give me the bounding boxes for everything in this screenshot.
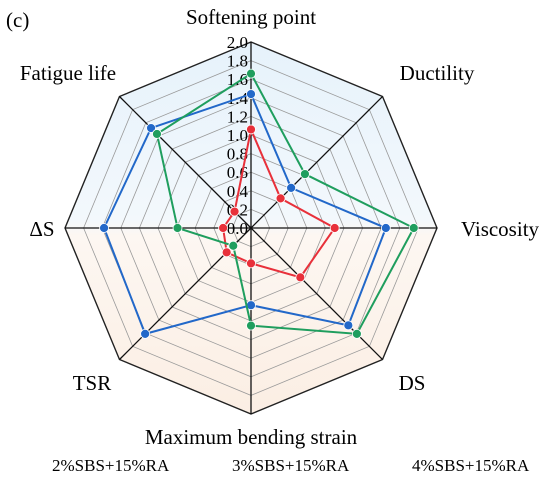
panel-label: (c)	[6, 8, 29, 32]
tick-label: 1.2	[227, 107, 248, 126]
axis-label-viscosity: Viscosity	[461, 217, 540, 241]
data-point-1-softening-point	[246, 124, 256, 135]
tick-label: 1.0	[227, 126, 248, 145]
data-point-1-viscosity	[329, 223, 340, 233]
tick-label: 2.0	[227, 33, 248, 52]
axis-label-s: ΔS	[29, 217, 54, 241]
tick-label: 0.6	[227, 163, 248, 182]
data-point-3-tsr	[228, 240, 239, 251]
axis-label-maximum-bending-strain: Maximum bending strain	[145, 425, 358, 449]
data-point-3-s	[172, 223, 183, 233]
legend-item-2-sbs: 2%SBS+15%RA	[52, 456, 170, 475]
axis-label-fatigue-life: Fatigue life	[20, 61, 116, 85]
data-point-3-viscosity	[408, 223, 419, 233]
radar-series	[99, 68, 419, 339]
tick-label: 0.0	[227, 219, 248, 238]
data-point-1-maximum-bending-strain	[246, 258, 256, 269]
data-point-2-ductility	[286, 182, 297, 193]
data-point-3-maximum-bending-strain	[246, 320, 256, 331]
data-point-3-ds	[351, 328, 362, 339]
data-point-2-tsr	[140, 328, 151, 339]
data-point-3-fatigue-life	[152, 129, 162, 139]
spoke-ds	[250, 227, 383, 360]
data-point-2-s	[99, 223, 109, 233]
axis-label-tsr: TSR	[73, 371, 112, 395]
data-point-3-softening-point	[246, 68, 256, 79]
legend-item-3-sbs: 3%SBS+15%RA	[232, 456, 350, 475]
spoke-fatigue-life	[119, 96, 252, 229]
radial-tick-labels: 0.00.20.40.60.81.01.21.41.61.82.0	[227, 33, 249, 238]
data-point-2-fatigue-life	[146, 123, 156, 133]
data-point-1-ds	[295, 272, 306, 283]
axis-label-ductility: Ductility	[400, 61, 475, 85]
data-point-1-ductility	[275, 193, 286, 204]
spoke-ductility	[250, 96, 383, 229]
legend: 2%SBS+15%RA 3%SBS+15%RA 4%SBS+15%RA	[0, 456, 550, 482]
data-point-2-viscosity	[380, 223, 391, 233]
data-point-1-fatigue-life	[229, 206, 240, 217]
data-point-2-ds	[343, 320, 354, 331]
axis-label-ds: DS	[399, 371, 426, 395]
legend-item-4-sbs: 4%SBS+15%RA	[412, 456, 530, 475]
data-point-3-ductility	[300, 169, 310, 179]
axis-label-softening-point: Softening point	[186, 5, 316, 29]
data-point-1-s	[218, 223, 229, 233]
tick-label: 1.8	[227, 52, 248, 71]
data-point-1-tsr	[221, 247, 232, 258]
data-point-2-softening-point	[246, 89, 256, 99]
tick-label: 1.6	[227, 70, 248, 89]
tick-label: 0.8	[227, 145, 248, 164]
axis-labels: Softening point Ductility Viscosity DS Maxim…	[20, 5, 540, 449]
